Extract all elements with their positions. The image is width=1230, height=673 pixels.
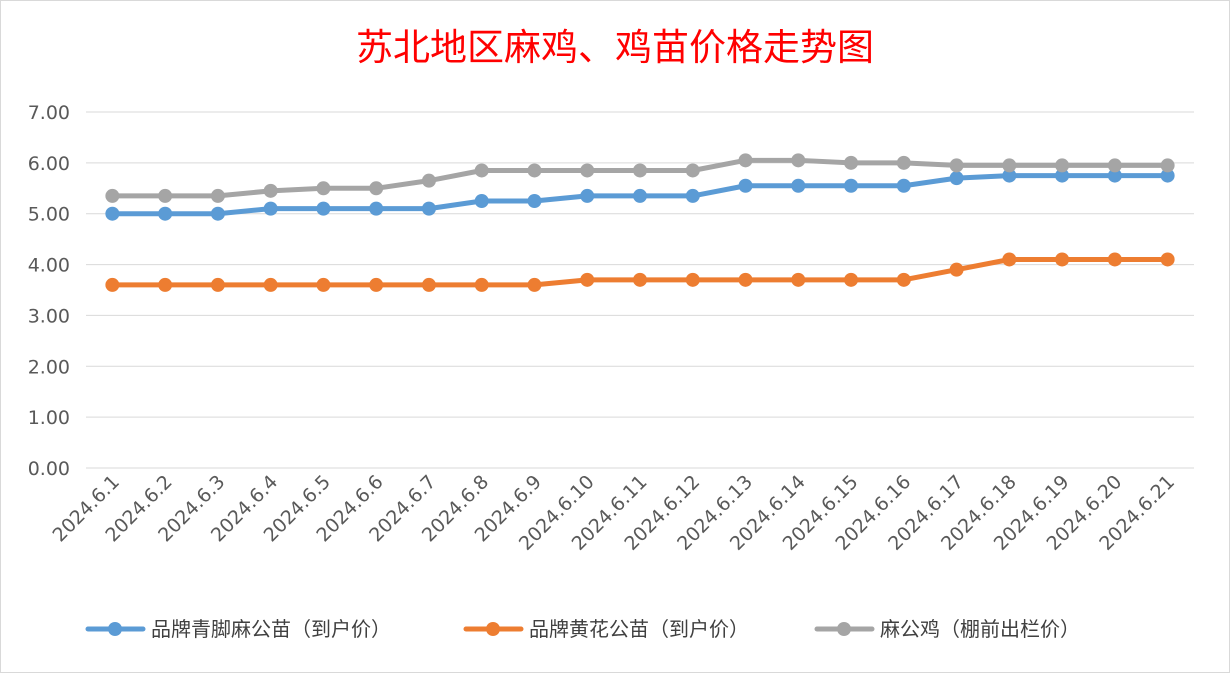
data-point — [949, 158, 964, 173]
legend-label: 麻公鸡（棚前出栏价） — [880, 617, 1080, 641]
legend-marker — [486, 622, 500, 636]
data-point — [1002, 168, 1017, 183]
data-point — [369, 201, 384, 216]
data-point — [105, 206, 120, 221]
data-point — [474, 277, 489, 292]
data-point — [1055, 168, 1070, 183]
data-point — [949, 262, 964, 277]
y-tick-label: 4.00 — [28, 255, 70, 277]
data-point — [421, 201, 436, 216]
y-axis-ticks: 0.00 1.00 2.00 3.00 4.00 5.00 6.00 7.00 — [28, 102, 70, 480]
y-tick-label: 6.00 — [28, 153, 70, 175]
data-point — [210, 277, 225, 292]
data-point — [1002, 158, 1017, 173]
series-2 — [105, 252, 1175, 292]
data-point — [210, 206, 225, 221]
legend-label: 品牌青脚麻公苗（到户价） — [151, 617, 391, 641]
legend-item: 品牌青脚麻公苗（到户价） — [85, 617, 391, 641]
legend-marker — [837, 622, 851, 636]
data-point — [421, 173, 436, 188]
data-point — [1160, 168, 1175, 183]
series-3 — [105, 153, 1175, 203]
data-point — [421, 277, 436, 292]
data-point — [580, 188, 595, 203]
x-axis-ticks: 2024.6.12024.6.22024.6.32024.6.42024.6.5… — [49, 471, 1180, 555]
data-point — [1107, 252, 1122, 267]
data-point — [949, 171, 964, 186]
data-point — [474, 163, 489, 178]
chart-title: 苏北地区麻鸡、鸡苗价格走势图 — [356, 26, 874, 69]
data-point — [369, 181, 384, 196]
data-point — [791, 272, 806, 287]
data-point — [1055, 158, 1070, 173]
data-point — [896, 155, 911, 170]
data-point — [1160, 158, 1175, 173]
data-point — [316, 277, 331, 292]
data-point — [580, 272, 595, 287]
legend-label: 品牌黄花公苗（到户价） — [529, 617, 749, 641]
data-point — [369, 277, 384, 292]
data-point — [791, 178, 806, 193]
data-point — [316, 181, 331, 196]
data-point — [158, 277, 173, 292]
series-lines — [105, 153, 1175, 292]
y-tick-label: 7.00 — [28, 102, 70, 124]
y-tick-label: 1.00 — [28, 407, 70, 429]
data-point — [263, 183, 278, 198]
data-point — [1107, 158, 1122, 173]
data-point — [633, 163, 647, 178]
data-point — [844, 272, 859, 287]
y-tick-label: 2.00 — [28, 356, 70, 378]
data-point — [791, 153, 806, 168]
y-tick-label: 5.00 — [28, 204, 70, 226]
data-point — [316, 201, 331, 216]
data-point — [685, 163, 700, 178]
legend: 品牌青脚麻公苗（到户价） 品牌黄花公苗（到户价） 麻公鸡（棚前出栏价） — [85, 617, 1080, 641]
data-point — [738, 178, 753, 193]
data-point — [685, 188, 700, 203]
data-point — [896, 178, 911, 193]
data-point — [738, 153, 753, 168]
data-point — [1160, 252, 1175, 267]
data-point — [580, 163, 595, 178]
data-point — [1055, 252, 1070, 267]
data-point — [263, 201, 278, 216]
data-point — [738, 272, 753, 287]
data-point — [633, 188, 647, 203]
data-point — [685, 272, 700, 287]
data-point — [1107, 168, 1122, 183]
data-point — [158, 188, 173, 203]
data-point — [527, 163, 542, 178]
data-point — [527, 194, 542, 208]
data-point — [105, 277, 120, 292]
legend-item: 麻公鸡（棚前出栏价） — [814, 617, 1080, 641]
data-point — [105, 188, 120, 203]
y-tick-label: 0.00 — [28, 458, 70, 480]
data-point — [474, 194, 489, 208]
y-tick-label: 3.00 — [28, 305, 70, 327]
legend-item: 品牌黄花公苗（到户价） — [463, 617, 749, 641]
data-point — [844, 155, 859, 170]
data-point — [210, 188, 225, 203]
data-point — [1002, 252, 1017, 267]
data-point — [158, 206, 173, 221]
series-1 — [105, 168, 1175, 221]
data-point — [263, 277, 278, 292]
data-point — [896, 272, 911, 287]
data-point — [844, 178, 859, 193]
data-point — [633, 272, 647, 287]
data-point — [527, 277, 542, 292]
legend-marker — [108, 622, 122, 636]
